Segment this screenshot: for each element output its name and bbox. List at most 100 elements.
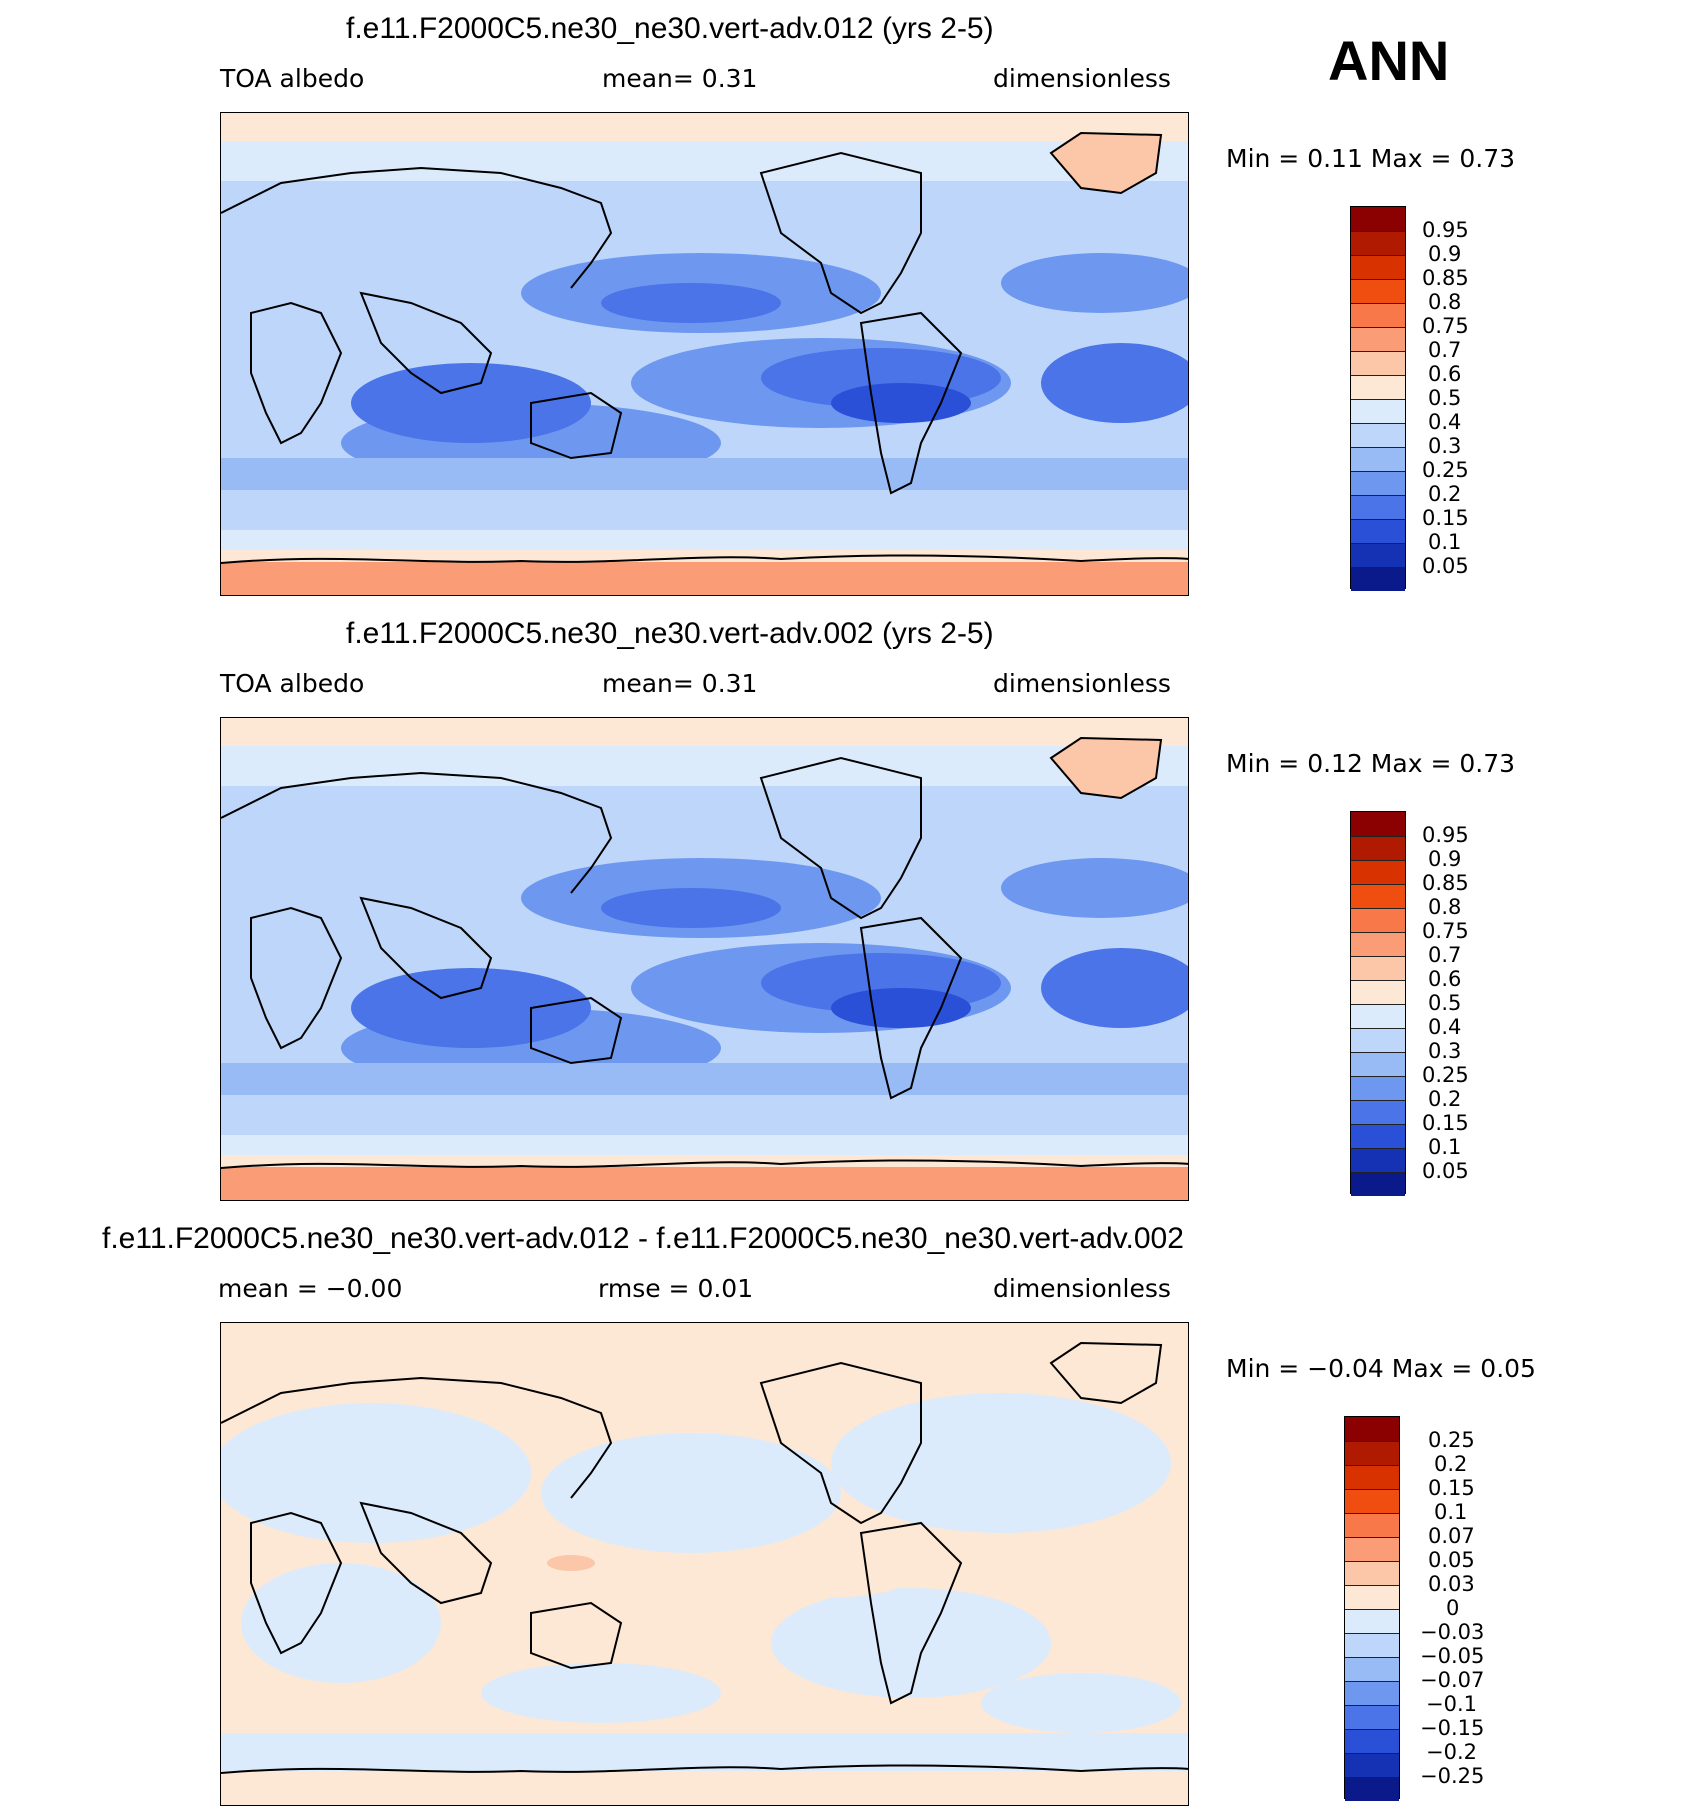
panel-3-rmse-label: rmse = 0.01 [598, 1274, 754, 1303]
panel-1-mean-label: mean= 0.31 [602, 64, 758, 93]
panel-3-colorbar [1344, 1416, 1400, 1801]
colorbar-swatch [1351, 1125, 1405, 1149]
colorbar-swatch [1345, 1417, 1399, 1442]
season-label: ANN [1328, 29, 1450, 92]
colorbar-swatch [1351, 256, 1405, 280]
colorbar-tick-label: −0.03 [1420, 1620, 1485, 1644]
colorbar-swatch [1351, 1029, 1405, 1053]
colorbar-swatch [1351, 861, 1405, 885]
panel-2-map [220, 717, 1189, 1201]
colorbar-swatch [1351, 232, 1405, 256]
colorbar-swatch [1345, 1586, 1399, 1610]
colorbar-swatch [1351, 328, 1405, 352]
colorbar-swatch [1345, 1538, 1399, 1562]
colorbar-tick-label: 0.1 [1434, 1500, 1468, 1524]
colorbar-tick-label: 0.25 [1422, 458, 1469, 482]
colorbar-tick-label: 0.15 [1422, 506, 1469, 530]
panel-2-variable-label: TOA albedo [220, 669, 365, 698]
colorbar-tick-label: 0.25 [1422, 1063, 1469, 1087]
colorbar-swatch [1345, 1730, 1399, 1754]
panel-1-colorbar [1350, 206, 1406, 591]
colorbar-swatch [1345, 1514, 1399, 1538]
colorbar-tick-label: −0.15 [1420, 1716, 1485, 1740]
colorbar-tick-label: 0.7 [1428, 943, 1462, 967]
colorbar-swatch [1351, 448, 1405, 472]
colorbar-tick-label: 0.15 [1422, 1111, 1469, 1135]
panel-1-units-label: dimensionless [993, 64, 1171, 93]
panel-1-min-max: Min = 0.11 Max = 0.73 [1226, 144, 1516, 173]
panel-3-units-label: dimensionless [993, 1274, 1171, 1303]
colorbar-tick-label: 0.85 [1422, 266, 1469, 290]
panel-2-colorbar [1350, 811, 1406, 1196]
colorbar-tick-label: 0.1 [1428, 1135, 1462, 1159]
panel-3-title: f.e11.F2000C5.ne30_ne30.vert-adv.012 - f… [102, 1222, 1184, 1255]
panel-2-title: f.e11.F2000C5.ne30_ne30.vert-adv.002 (yr… [346, 617, 994, 650]
colorbar-tick-label: 0.85 [1422, 871, 1469, 895]
colorbar-swatch [1351, 280, 1405, 304]
colorbar-tick-label: 0.95 [1422, 218, 1469, 242]
panel-1-map [220, 112, 1189, 596]
colorbar-tick-label: 0.7 [1428, 338, 1462, 362]
colorbar-swatch [1351, 520, 1405, 544]
colorbar-tick-label: 0.3 [1428, 434, 1462, 458]
colorbar-tick-label: 0.9 [1428, 847, 1462, 871]
panel-3-min-max: Min = −0.04 Max = 0.05 [1226, 1354, 1536, 1383]
colorbar-tick-label: 0.8 [1428, 290, 1462, 314]
panel-1-title: f.e11.F2000C5.ne30_ne30.vert-adv.012 (yr… [346, 12, 994, 45]
colorbar-swatch [1351, 376, 1405, 400]
colorbar-tick-label: 0.3 [1428, 1039, 1462, 1063]
panel-2-map-svg [221, 718, 1188, 1200]
panel-1-variable-label: TOA albedo [220, 64, 365, 93]
colorbar-swatch [1351, 472, 1405, 496]
colorbar-tick-label: 0.1 [1428, 530, 1462, 554]
colorbar-swatch [1351, 957, 1405, 981]
colorbar-tick-label: 0.5 [1428, 991, 1462, 1015]
colorbar-swatch [1351, 568, 1405, 591]
colorbar-swatch [1351, 933, 1405, 957]
colorbar-swatch [1345, 1778, 1399, 1801]
colorbar-tick-label: 0.25 [1428, 1428, 1475, 1452]
colorbar-swatch [1351, 812, 1405, 837]
colorbar-swatch [1351, 304, 1405, 328]
colorbar-swatch [1351, 424, 1405, 448]
colorbar-swatch [1351, 1053, 1405, 1077]
colorbar-tick-label: 0.03 [1428, 1572, 1475, 1596]
colorbar-tick-label: 0.5 [1428, 386, 1462, 410]
colorbar-swatch [1351, 981, 1405, 1005]
colorbar-swatch [1345, 1706, 1399, 1730]
colorbar-tick-label: 0.2 [1428, 482, 1462, 506]
colorbar-swatch [1345, 1634, 1399, 1658]
panel-3-map [220, 1322, 1189, 1806]
colorbar-swatch [1351, 352, 1405, 376]
panel-1-map-svg [221, 113, 1188, 595]
colorbar-swatch [1351, 207, 1405, 232]
colorbar-tick-label: −0.1 [1426, 1692, 1477, 1716]
colorbar-tick-label: 0.07 [1428, 1524, 1475, 1548]
colorbar-swatch [1351, 1005, 1405, 1029]
colorbar-tick-label: 0.8 [1428, 895, 1462, 919]
colorbar-swatch [1345, 1466, 1399, 1490]
colorbar-tick-label: 0.95 [1422, 823, 1469, 847]
colorbar-swatch [1345, 1562, 1399, 1586]
colorbar-tick-label: −0.07 [1420, 1668, 1485, 1692]
colorbar-swatch [1345, 1442, 1399, 1466]
colorbar-swatch [1351, 885, 1405, 909]
colorbar-tick-label: 0.15 [1428, 1476, 1475, 1500]
colorbar-swatch [1345, 1658, 1399, 1682]
colorbar-swatch [1351, 400, 1405, 424]
colorbar-tick-label: 0.4 [1428, 410, 1462, 434]
colorbar-swatch [1351, 1101, 1405, 1125]
colorbar-tick-label: 0.6 [1428, 967, 1462, 991]
colorbar-swatch [1351, 1173, 1405, 1196]
colorbar-swatch [1345, 1490, 1399, 1514]
panel-2-min-max: Min = 0.12 Max = 0.73 [1226, 749, 1516, 778]
panel-3-map-svg [221, 1323, 1188, 1805]
panel-3-mean-label: mean = −0.00 [218, 1274, 403, 1303]
colorbar-swatch [1345, 1682, 1399, 1706]
colorbar-tick-label: 0.75 [1422, 314, 1469, 338]
colorbar-tick-label: 0.9 [1428, 242, 1462, 266]
colorbar-swatch [1351, 837, 1405, 861]
colorbar-tick-label: 0.4 [1428, 1015, 1462, 1039]
colorbar-swatch [1351, 544, 1405, 568]
colorbar-tick-label: 0.2 [1428, 1087, 1462, 1111]
